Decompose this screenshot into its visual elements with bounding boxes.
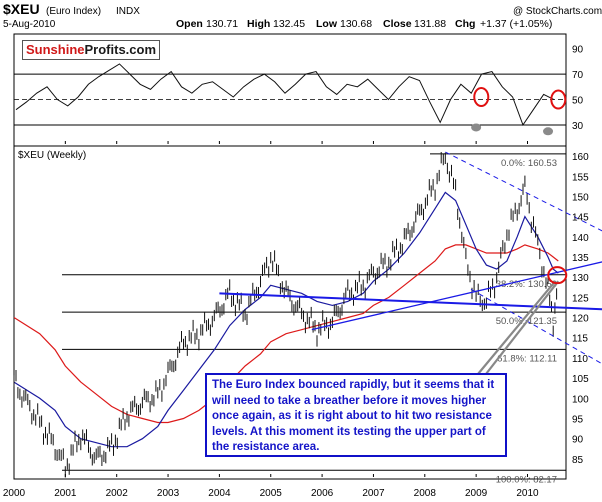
price-tick-label: 110 [572, 354, 588, 365]
price-highlight-circle [547, 266, 568, 285]
rising-support-line [311, 261, 602, 331]
year-tick-label: 2004 [208, 488, 231, 499]
year-tick-label: 2001 [54, 488, 77, 499]
price-tick-label: 155 [572, 172, 589, 183]
open-value: 130.71 [206, 18, 238, 30]
rsi-oversold-shade [543, 127, 554, 136]
price-tick-label: 135 [572, 253, 589, 264]
callout-pointer [477, 280, 557, 375]
chg-value: +1.37 (+1.05%) [480, 18, 552, 30]
rsi-highlight-circle [550, 89, 567, 110]
price-tick-label: 125 [572, 293, 589, 304]
rsi-tick-label: 30 [572, 121, 584, 132]
chg-label: Chg [455, 18, 475, 30]
fib-label: 100.0%: 82.17 [496, 474, 557, 485]
year-tick-label: 2000 [3, 488, 26, 499]
header-symbol: $XEU [3, 1, 40, 17]
fib-label: 0.0%: 160.53 [501, 158, 557, 169]
price-tick-label: 85 [572, 455, 584, 466]
rsi-tick-label: 50 [572, 96, 584, 107]
price-tick-label: 90 [572, 435, 584, 446]
price-tick-label: 140 [572, 233, 589, 244]
sunshine-profits-logo: SunshineProfits.com [22, 40, 161, 60]
price-tick-label: 100 [572, 394, 589, 405]
year-tick-label: 2007 [362, 488, 385, 499]
header-date: 5-Aug-2010 [3, 19, 56, 30]
rsi-layer [14, 63, 567, 136]
logo-part2: Profits.com [84, 42, 157, 57]
annotation-callout: The Euro Index bounced rapidly, but it s… [205, 373, 507, 457]
price-tick-label: 130 [572, 273, 589, 284]
header-watermark: @ StockCharts.com [513, 6, 602, 17]
horizontal-resistance-line [219, 292, 602, 311]
low-label: Low [316, 18, 338, 30]
price-tick-label: 150 [572, 192, 589, 203]
year-tick-label: 2003 [157, 488, 180, 499]
rsi-highlight-circle [473, 86, 490, 107]
rsi-line [15, 63, 555, 127]
rsi-tick-label: 90 [572, 45, 584, 56]
year-tick-label: 2005 [260, 488, 283, 499]
fib-label: 61.8%: 112.11 [497, 353, 557, 364]
year-tick-label: 2010 [516, 488, 539, 499]
logo-part1: Sunshine [26, 42, 85, 57]
price-tick-label: 160 [572, 152, 589, 163]
price-panel-title: $XEU (Weekly) [18, 150, 86, 161]
axis-layer: 90 70 50 30 160 155 150 145 140 135 130 125 120 115 11… [3, 45, 589, 499]
year-tick-label: 2008 [414, 488, 437, 499]
channel-lower-line [470, 288, 602, 365]
rsi-tick-label: 70 [572, 70, 584, 81]
high-label: High [247, 18, 270, 30]
year-tick-label: 2006 [311, 488, 334, 499]
price-bars [13, 152, 558, 478]
close-label: Close [383, 18, 412, 30]
low-value: 130.68 [340, 18, 372, 30]
price-tick-label: 145 [572, 213, 589, 224]
year-tick-label: 2002 [106, 488, 129, 499]
callout-pointer [485, 280, 560, 375]
rsi-oversold-shade [471, 123, 482, 132]
close-value: 131.88 [414, 18, 446, 30]
high-value: 132.45 [273, 18, 305, 30]
channel-upper-line [445, 151, 602, 232]
header-exchange: INDX [116, 6, 140, 17]
fib-label: 38.2%: 130.60 [496, 279, 557, 290]
price-tick-label: 120 [572, 314, 589, 325]
price-tick-label: 115 [572, 334, 588, 345]
header-name: (Euro Index) [46, 6, 101, 17]
open-label: Open [176, 18, 203, 30]
price-tick-label: 105 [572, 374, 589, 385]
price-tick-label: 95 [572, 414, 584, 425]
year-tick-label: 2009 [465, 488, 488, 499]
